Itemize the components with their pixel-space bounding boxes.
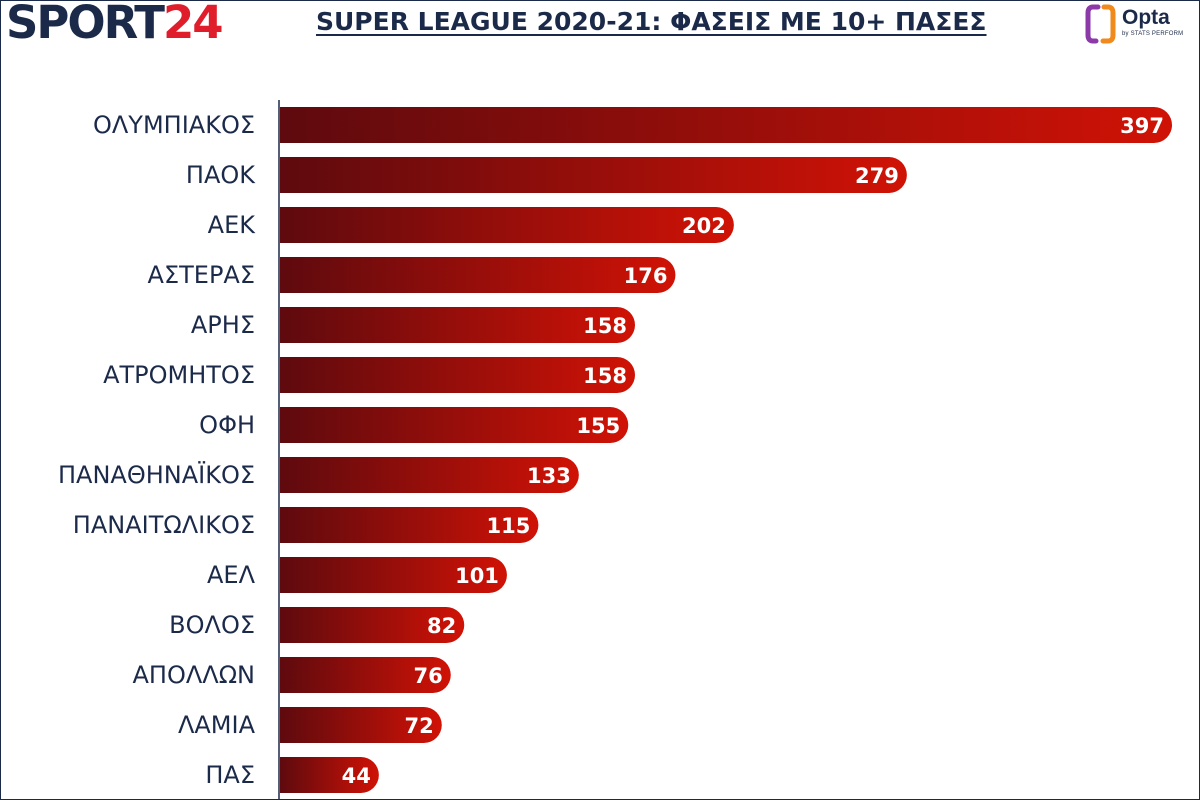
opta-sub: by STATS PERFORM — [1122, 31, 1184, 37]
bar-5 — [280, 307, 636, 343]
bar-12 — [280, 657, 451, 693]
opta-name: Opta — [1122, 6, 1170, 29]
value-label: 279 — [855, 164, 899, 188]
bar-2 — [280, 157, 907, 193]
category-label: ΑΤΡΟΜΗΤΟΣ — [103, 361, 255, 389]
logo-part-24: 24 — [162, 0, 224, 49]
value-label: 76 — [414, 664, 443, 688]
bar-3 — [280, 207, 734, 243]
sport24-logo: SPORT24 — [6, 0, 224, 49]
bar-14 — [280, 757, 379, 793]
bar-8 — [280, 457, 579, 493]
value-label: 397 — [1120, 114, 1164, 138]
value-label: 158 — [583, 364, 627, 388]
opta-mark-icon — [1085, 4, 1116, 44]
category-label: ΑΡΗΣ — [191, 311, 255, 339]
bar-6 — [280, 357, 636, 393]
value-label: 158 — [583, 314, 627, 338]
value-label: 72 — [405, 714, 434, 738]
value-label: 176 — [624, 264, 668, 288]
bar-13 — [280, 707, 442, 743]
value-label: 82 — [427, 614, 456, 638]
category-label: ΒΟΛΟΣ — [169, 611, 255, 639]
opta-logo: Opta by STATS PERFORM — [1084, 4, 1196, 44]
value-label: 202 — [682, 214, 726, 238]
logo-part-sport: SPORT — [6, 0, 165, 49]
category-label: ΠΑΝΑΘΗΝΑΪΚΟΣ — [58, 460, 255, 489]
value-label: 155 — [576, 414, 620, 438]
category-label: ΠΑΝΑΙΤΩΛΙΚΟΣ — [73, 511, 255, 539]
category-label: ΟΛΥΜΠΙΑΚΟΣ — [93, 111, 255, 139]
value-label: 101 — [455, 564, 499, 588]
bar-1 — [280, 107, 1172, 143]
category-label: ΛΑΜΙΑ — [178, 711, 256, 739]
value-label: 115 — [487, 514, 531, 538]
bar-9 — [280, 507, 539, 543]
category-label: ΑΕΚ — [208, 211, 257, 239]
category-label: ΑΠΟΛΛΩΝ — [133, 661, 255, 689]
value-label: 133 — [527, 464, 571, 488]
bars: ΟΛΥΜΠΙΑΚΟΣ 397 ΠΑΟΚ 279 ΑΕΚ 202 ΑΣΤΕΡΑΣ 176 ΑΡΗΣ… — [58, 107, 1172, 793]
category-label: ΟΦΗ — [199, 411, 255, 439]
bar-4 — [280, 257, 676, 293]
bar-10 — [280, 557, 507, 593]
value-label: 44 — [342, 764, 371, 788]
bar-7 — [280, 407, 629, 443]
chart-title: SUPER LEAGUE 2020-21: ΦΑΣΕΙΣ ΜΕ 10+ ΠΑΣΕ… — [316, 7, 987, 36]
bar-11 — [280, 607, 465, 643]
category-label: ΑΣΤΕΡΑΣ — [148, 261, 255, 289]
category-label: ΑΕΛ — [207, 561, 256, 589]
category-label: ΠΑΣ — [205, 761, 255, 789]
category-label: ΠΑΟΚ — [186, 161, 256, 189]
